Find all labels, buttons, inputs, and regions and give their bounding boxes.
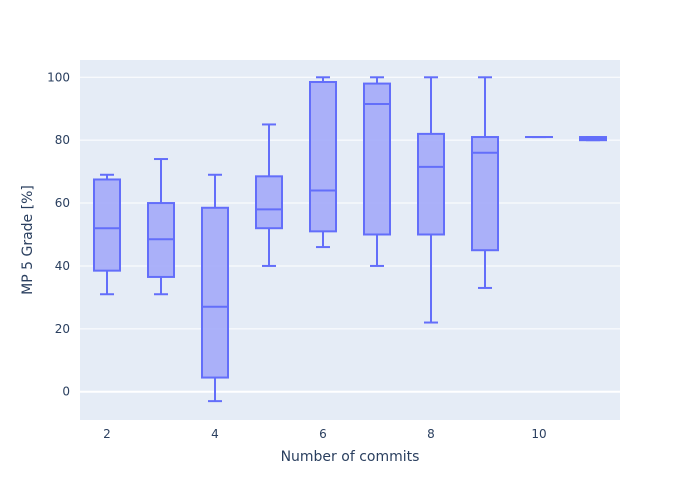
box-11 xyxy=(579,136,607,142)
box-9 xyxy=(471,76,499,289)
tick-labels: 0 20 40 60 80 100 2 4 6 8 10 xyxy=(47,70,547,441)
box-body xyxy=(417,132,445,236)
y-tick-label: 60 xyxy=(55,196,70,210)
y-axis-title: MP 5 Grade [%] xyxy=(20,185,36,295)
y-tick-label: 0 xyxy=(62,385,70,399)
box-body xyxy=(201,206,229,379)
box-2 xyxy=(93,173,121,296)
x-tick-label: 2 xyxy=(103,427,111,441)
box-4 xyxy=(201,173,229,403)
box-body xyxy=(93,178,121,272)
box-3 xyxy=(147,158,175,296)
x-tick-label: 4 xyxy=(211,427,219,441)
y-tick-label: 100 xyxy=(47,70,70,84)
box-series xyxy=(93,76,607,403)
box-body xyxy=(363,82,391,236)
box-body xyxy=(471,136,499,252)
box-body xyxy=(255,175,283,230)
box-5 xyxy=(255,123,283,267)
box-body xyxy=(309,81,337,233)
box-8 xyxy=(417,76,445,324)
x-tick-label: 10 xyxy=(531,427,546,441)
x-axis-title: Number of commits xyxy=(281,449,420,465)
box-6 xyxy=(309,76,337,249)
box-7 xyxy=(363,76,391,267)
y-tick-label: 20 xyxy=(55,322,70,336)
y-tick-label: 40 xyxy=(55,259,70,273)
y-tick-label: 80 xyxy=(55,133,70,147)
x-tick-label: 6 xyxy=(319,427,327,441)
x-tick-label: 8 xyxy=(427,427,435,441)
